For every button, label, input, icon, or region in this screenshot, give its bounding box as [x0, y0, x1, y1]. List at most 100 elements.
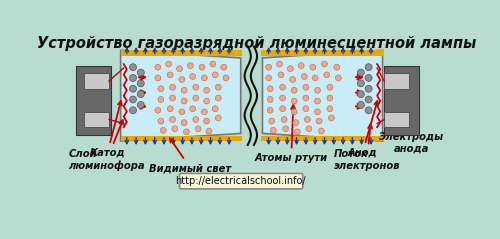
- Circle shape: [212, 106, 218, 112]
- Text: Электроды
анода: Электроды анода: [378, 101, 444, 154]
- Circle shape: [138, 101, 144, 108]
- Circle shape: [188, 63, 194, 69]
- FancyBboxPatch shape: [180, 174, 303, 189]
- Circle shape: [212, 72, 218, 78]
- Bar: [120, 50, 242, 56]
- Circle shape: [312, 75, 318, 81]
- Circle shape: [314, 109, 320, 115]
- Circle shape: [293, 120, 298, 125]
- Circle shape: [223, 75, 229, 81]
- Bar: [384, 66, 419, 135]
- Circle shape: [268, 97, 273, 103]
- Circle shape: [190, 74, 196, 79]
- Circle shape: [314, 98, 320, 104]
- Circle shape: [181, 120, 187, 125]
- Circle shape: [138, 80, 144, 87]
- Circle shape: [172, 126, 178, 132]
- Bar: [84, 112, 109, 127]
- Bar: [384, 73, 409, 89]
- Circle shape: [210, 61, 216, 67]
- Circle shape: [292, 109, 297, 115]
- Circle shape: [324, 72, 330, 78]
- Circle shape: [158, 118, 164, 124]
- Circle shape: [292, 98, 297, 104]
- Text: Катод: Катод: [90, 101, 125, 158]
- Circle shape: [181, 98, 187, 104]
- Circle shape: [358, 101, 364, 108]
- Circle shape: [280, 84, 285, 90]
- Circle shape: [130, 75, 136, 81]
- Circle shape: [168, 72, 173, 78]
- Circle shape: [316, 118, 322, 124]
- Circle shape: [221, 64, 226, 70]
- Circle shape: [138, 91, 144, 98]
- Bar: [76, 66, 112, 135]
- Circle shape: [195, 126, 201, 132]
- Circle shape: [190, 106, 196, 112]
- Circle shape: [193, 95, 198, 101]
- Circle shape: [130, 85, 136, 92]
- Circle shape: [290, 76, 296, 82]
- Circle shape: [181, 87, 187, 93]
- Circle shape: [358, 69, 364, 76]
- Circle shape: [206, 128, 212, 134]
- Circle shape: [170, 117, 175, 122]
- Circle shape: [334, 64, 340, 70]
- Circle shape: [216, 84, 221, 90]
- Circle shape: [204, 118, 210, 124]
- Circle shape: [268, 107, 273, 113]
- Circle shape: [304, 117, 310, 122]
- Circle shape: [365, 85, 372, 92]
- Circle shape: [365, 75, 372, 81]
- Text: Видимый свет: Видимый свет: [150, 138, 232, 173]
- Circle shape: [365, 96, 372, 103]
- Circle shape: [138, 69, 144, 76]
- Circle shape: [327, 84, 333, 90]
- Circle shape: [158, 97, 164, 103]
- Circle shape: [306, 126, 312, 132]
- Circle shape: [280, 95, 285, 101]
- Circle shape: [281, 117, 287, 122]
- Circle shape: [204, 98, 210, 104]
- Circle shape: [184, 129, 190, 135]
- Text: Поток
электронов: Поток электронов: [334, 124, 400, 171]
- Circle shape: [314, 87, 320, 93]
- Circle shape: [268, 86, 273, 92]
- Circle shape: [202, 75, 207, 81]
- Bar: [261, 50, 382, 56]
- Circle shape: [170, 95, 175, 101]
- Circle shape: [158, 86, 164, 92]
- Circle shape: [179, 109, 185, 115]
- Circle shape: [292, 87, 297, 93]
- Circle shape: [327, 95, 333, 101]
- Circle shape: [155, 75, 161, 81]
- Bar: [84, 73, 109, 89]
- Circle shape: [365, 64, 372, 71]
- Circle shape: [302, 74, 307, 79]
- Circle shape: [303, 84, 309, 90]
- Circle shape: [298, 63, 304, 69]
- Text: Атомы ртути: Атомы ртути: [254, 105, 328, 163]
- Circle shape: [179, 76, 185, 82]
- Circle shape: [266, 75, 272, 81]
- Circle shape: [294, 129, 300, 135]
- Circle shape: [303, 95, 309, 101]
- Circle shape: [216, 115, 221, 121]
- Circle shape: [327, 106, 333, 112]
- Circle shape: [276, 61, 282, 67]
- Circle shape: [204, 87, 210, 93]
- Circle shape: [155, 107, 161, 113]
- Circle shape: [280, 106, 285, 112]
- Circle shape: [270, 127, 276, 133]
- Circle shape: [278, 72, 284, 78]
- Circle shape: [283, 126, 288, 132]
- Polygon shape: [120, 50, 241, 141]
- Circle shape: [170, 84, 175, 90]
- Polygon shape: [262, 50, 382, 141]
- Circle shape: [155, 64, 161, 70]
- Circle shape: [266, 64, 272, 70]
- Circle shape: [168, 106, 173, 112]
- Circle shape: [358, 80, 364, 87]
- Text: Устройство газоразрядной люминесцентной лампы: Устройство газоразрядной люминесцентной …: [36, 36, 476, 51]
- Circle shape: [303, 106, 309, 112]
